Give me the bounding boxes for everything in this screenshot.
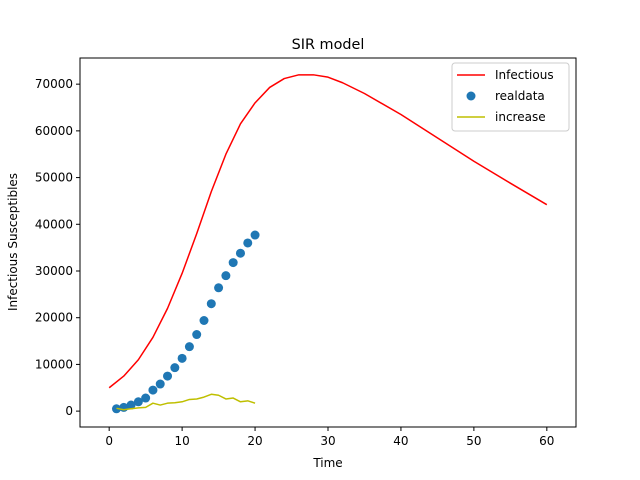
y-tick-label: 10000 (35, 357, 73, 371)
x-tick-label: 30 (320, 434, 335, 448)
data-point-realdata (163, 371, 173, 381)
legend: Infectious realdata increase (451, 62, 570, 132)
data-point-realdata (214, 283, 224, 293)
legend-label-infectious: Infectious (495, 68, 554, 82)
chart-title: SIR model (292, 37, 365, 53)
legend-box (451, 62, 570, 132)
series-line-increase (116, 393, 256, 411)
data-point-realdata (184, 342, 194, 352)
x-tick-label: 50 (466, 434, 481, 448)
data-point-realdata (192, 330, 202, 340)
y-axis-label: Infectious Susceptibles (6, 173, 20, 311)
plot-area (108, 74, 548, 414)
tick-group: 0 10 20 30 40 50 60 0 10000 20000 30000 40000 50000 6… (35, 77, 555, 448)
y-tick-label: 70000 (35, 77, 73, 91)
data-point-realdata (228, 258, 238, 268)
x-axis-label: Time (312, 456, 342, 470)
y-tick-label: 0 (65, 404, 73, 418)
legend-label-realdata: realdata (495, 89, 545, 103)
data-point-realdata (141, 393, 151, 403)
y-tick-label: 40000 (35, 217, 73, 231)
data-point-realdata (206, 299, 216, 309)
data-point-realdata (177, 353, 187, 363)
data-point-realdata (170, 363, 180, 373)
data-point-realdata (199, 316, 209, 326)
y-tick-label: 60000 (35, 124, 73, 138)
data-point-realdata (155, 379, 165, 389)
y-tick-label: 50000 (35, 171, 73, 185)
x-tick-label: 20 (247, 434, 262, 448)
legend-swatch-realdata (466, 91, 476, 101)
data-point-realdata (126, 400, 136, 410)
legend-label-increase: increase (495, 110, 546, 124)
data-point-realdata (148, 385, 158, 395)
data-point-realdata (221, 271, 231, 281)
y-tick-label: 20000 (35, 311, 73, 325)
y-tick-label: 30000 (35, 264, 73, 278)
data-point-realdata (235, 248, 245, 258)
x-tick-label: 0 (105, 434, 113, 448)
series-line-infectious (108, 74, 548, 389)
x-tick-label: 40 (393, 434, 408, 448)
data-point-realdata (133, 397, 143, 407)
data-point-realdata (250, 230, 260, 240)
data-point-realdata (243, 238, 253, 248)
x-tick-label: 60 (539, 434, 554, 448)
x-tick-label: 10 (174, 434, 189, 448)
